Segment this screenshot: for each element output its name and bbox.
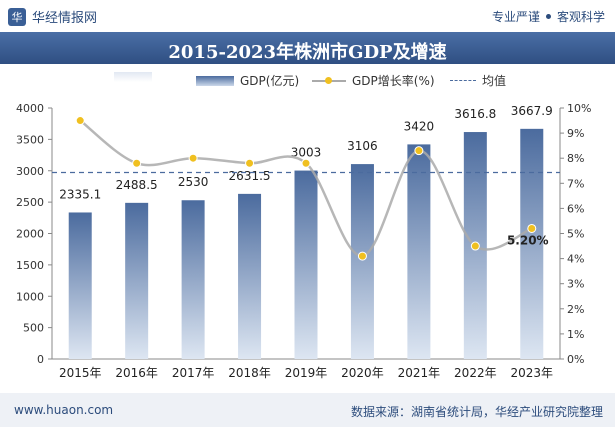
brand-name: 华经情报网 — [32, 11, 98, 26]
gdp-value-label: 2530 — [178, 175, 209, 189]
legend-item-growth: GDP增长率(%) — [312, 72, 435, 89]
legend-label-growth: GDP增长率(%) — [352, 74, 435, 88]
growth-point — [470, 241, 480, 251]
growth-point — [132, 158, 142, 168]
legend-item-gdp: GDP(亿元) — [196, 72, 299, 89]
right-tick-label: 0% — [567, 353, 584, 366]
data-source: 数据来源：湖南省统计局，华经产业研究院整理 — [350, 405, 603, 419]
x-tick-label: 2017年 — [172, 366, 215, 380]
brand-logo-icon: 华 — [8, 7, 26, 26]
growth-point — [301, 158, 311, 168]
gdp-bar — [350, 164, 374, 359]
footer: www.huaon.com 数据来源：湖南省统计局，华经产业研究院整理 — [0, 393, 615, 427]
legend-dash-swatch-icon — [450, 80, 476, 81]
chart-legend: GDP(亿元) GDP增长率(%) 均值 — [0, 72, 615, 92]
gdp-value-label: 3003 — [291, 146, 322, 160]
right-tick-label: 2% — [567, 303, 584, 316]
x-tick-label: 2021年 — [398, 366, 441, 380]
tagline-left: 专业严谨 — [491, 10, 540, 24]
right-tick-label: 10% — [567, 102, 591, 115]
gdp-value-label: 3106 — [347, 139, 378, 153]
chart-title: 2015-2023年株洲市GDP及增速 — [168, 42, 447, 63]
tagline-right: 客观科学 — [556, 10, 605, 24]
separator-dot-icon — [545, 14, 551, 19]
x-tick-label: 2018年 — [228, 366, 271, 380]
legend-line-swatch-icon — [312, 76, 346, 86]
left-tick-label: 3000 — [16, 165, 44, 178]
x-tick-label: 2022年 — [454, 366, 497, 380]
legend-bar-swatch-icon — [196, 75, 234, 86]
x-tick-label: 2016年 — [115, 366, 158, 380]
gdp-bar — [294, 170, 318, 359]
right-tick-label: 9% — [567, 127, 584, 140]
top-bar: 华 华经情报网 专业严谨 客观科学 — [0, 0, 615, 32]
legend-blank-swatch — [114, 72, 152, 82]
gdp-bar — [520, 128, 544, 359]
x-tick-label: 2019年 — [285, 366, 328, 380]
gdp-value-label: 3616.8 — [454, 107, 496, 121]
right-tick-label: 7% — [567, 177, 584, 190]
growth-point — [357, 251, 367, 261]
gdp-value-label: 3420 — [404, 119, 435, 133]
legend-item-average: 均值 — [450, 72, 506, 89]
legend-ghost-swatch-icon — [114, 72, 152, 82]
right-tick-label: 3% — [567, 278, 584, 291]
right-tick-label: 6% — [567, 202, 584, 215]
left-tick-label: 2000 — [16, 228, 44, 241]
growth-point — [527, 223, 537, 233]
site-link[interactable]: www.huaon.com — [14, 403, 114, 417]
gdp-value-label: 3667.9 — [511, 104, 553, 118]
right-tick-label: 5% — [567, 228, 584, 241]
left-tick-label: 0 — [37, 353, 44, 366]
legend-label-average: 均值 — [482, 74, 507, 88]
gdp-bar — [238, 193, 262, 359]
x-tick-label: 2020年 — [341, 366, 384, 380]
legend-label-gdp: GDP(亿元) — [240, 74, 300, 88]
left-tick-label: 1000 — [16, 290, 44, 303]
title-band: 2015-2023年株洲市GDP及增速 — [0, 32, 615, 64]
growth-point — [414, 146, 424, 156]
gdp-value-label: 2631.5 — [229, 169, 271, 183]
right-tick-label: 4% — [567, 253, 584, 266]
gdp-bar — [68, 212, 92, 359]
right-tick-label: 8% — [567, 152, 584, 165]
x-tick-label: 2023年 — [511, 366, 554, 380]
gdp-value-label: 2335.1 — [59, 187, 101, 201]
brand[interactable]: 华 华经情报网 — [8, 7, 97, 26]
left-tick-label: 500 — [23, 322, 44, 335]
growth-line — [79, 119, 533, 258]
growth-point — [75, 116, 85, 126]
growth-highlight-label: 5.20% — [507, 233, 549, 247]
left-tick-label: 2500 — [16, 196, 44, 209]
gdp-value-label: 2488.5 — [116, 178, 158, 192]
gdp-bar — [407, 144, 431, 359]
tagline: 专业严谨 客观科学 — [492, 8, 605, 25]
gdp-bar — [125, 202, 149, 359]
growth-point — [188, 153, 198, 163]
left-tick-label: 1500 — [16, 259, 44, 272]
gdp-bar — [181, 200, 205, 359]
x-tick-label: 2015年 — [59, 366, 102, 380]
left-tick-label: 4000 — [16, 102, 44, 115]
right-tick-label: 1% — [567, 328, 584, 341]
growth-point — [245, 158, 255, 168]
left-tick-label: 3500 — [16, 133, 44, 146]
